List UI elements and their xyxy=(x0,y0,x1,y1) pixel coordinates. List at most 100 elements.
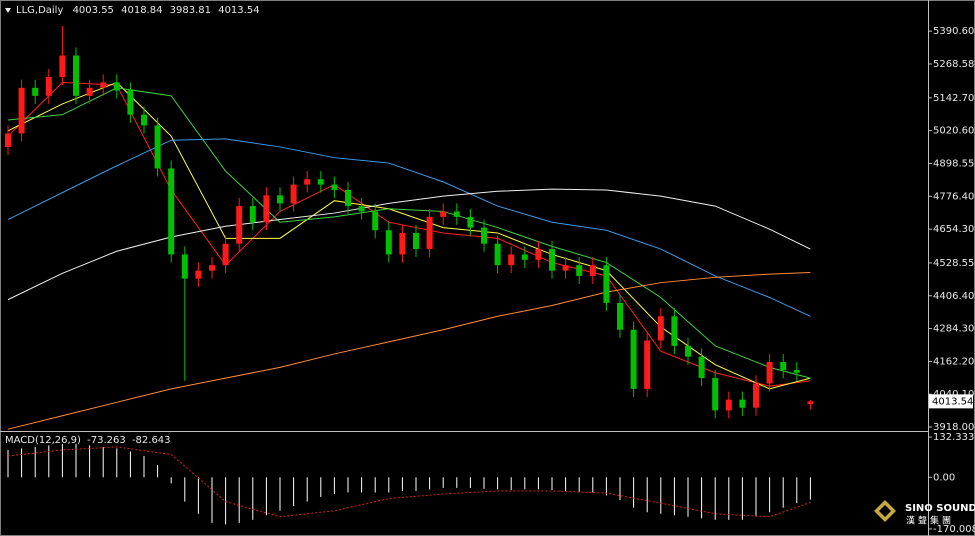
header-close: 4013.54 xyxy=(218,5,259,16)
signal-line xyxy=(7,446,811,518)
candle-body xyxy=(589,265,596,276)
logo-subtitle: 漢聲集團 xyxy=(906,515,954,527)
moving-average xyxy=(7,188,811,301)
collapse-arrow[interactable] xyxy=(5,8,11,13)
candle-body xyxy=(481,227,487,244)
candle-body xyxy=(521,254,528,260)
y-tick-label: 4162.20 xyxy=(933,356,974,367)
candle-body xyxy=(385,230,392,255)
candle-body xyxy=(18,87,25,134)
candle-body xyxy=(113,82,120,91)
moving-average xyxy=(7,138,811,317)
candle-body xyxy=(671,316,678,346)
candle-body xyxy=(263,195,270,223)
candle-body xyxy=(290,184,297,204)
candle-body xyxy=(725,399,732,411)
y-tick-label: 4776.40 xyxy=(933,191,974,202)
symbol: LLG,Daily xyxy=(16,5,63,16)
moving-average xyxy=(7,87,811,379)
y-tick-label: 0.00 xyxy=(933,472,955,483)
candle-body xyxy=(508,254,515,266)
candle-body xyxy=(168,168,175,255)
chart-header: LLG,Daily 4003.55 4018.84 3983.81 4013.5… xyxy=(16,5,260,16)
candle-body xyxy=(440,211,447,217)
candle-body xyxy=(73,55,79,96)
candle-body xyxy=(222,243,229,266)
y-tick-label: 3918.00 xyxy=(933,422,974,433)
candle-body xyxy=(127,90,134,115)
candle-body xyxy=(793,370,800,373)
candle-body xyxy=(358,206,365,212)
logo: SINO SOUND 漢聲集團 xyxy=(874,500,975,527)
candle-body xyxy=(317,179,324,185)
candle-body xyxy=(5,133,11,147)
candle-body xyxy=(753,383,759,408)
candle-body xyxy=(780,361,787,371)
candle-body xyxy=(426,216,433,250)
candle-body xyxy=(657,316,664,341)
candle-body xyxy=(59,55,66,78)
macd-value: -73.263 xyxy=(87,435,126,446)
candle-body xyxy=(154,125,161,169)
candle-body xyxy=(576,265,583,276)
y-tick-label: 4406.40 xyxy=(933,291,974,302)
y-tick-label: 5020.60 xyxy=(933,126,974,137)
y-tick-label: 132.333 xyxy=(933,432,974,443)
header-high: 4018.84 xyxy=(121,5,162,16)
y-tick-label: 4528.55 xyxy=(933,258,974,269)
candle-body xyxy=(399,232,406,255)
candle-body xyxy=(331,184,338,190)
header-open: 4003.55 xyxy=(73,5,114,16)
candle-body xyxy=(100,82,107,88)
logo-emblem-inner xyxy=(879,505,891,517)
candle-body xyxy=(617,302,623,330)
candle-body xyxy=(453,211,460,217)
candle-body xyxy=(372,211,379,231)
candle-body xyxy=(181,254,188,279)
candle-body xyxy=(249,206,256,223)
candle-body xyxy=(630,329,637,389)
candle-body xyxy=(32,87,39,96)
candle-body xyxy=(562,265,569,271)
candle-body xyxy=(712,378,719,411)
candle-body xyxy=(807,401,814,405)
candle-body xyxy=(467,216,474,228)
candle-body xyxy=(698,356,705,379)
candle-body xyxy=(141,114,147,126)
price-label-box xyxy=(929,394,973,409)
macd-name: MACD(12,26,9) xyxy=(5,435,81,446)
candle-body xyxy=(86,87,93,96)
y-tick-label: 4898.55 xyxy=(933,158,974,169)
candle-body xyxy=(413,232,419,250)
signal-value: -82.643 xyxy=(132,435,171,446)
candle-body xyxy=(603,265,610,303)
candle-body xyxy=(739,399,746,408)
y-tick-label: -170.008 xyxy=(933,524,975,535)
candle-body xyxy=(209,265,215,271)
y-tick-label: 5390.60 xyxy=(933,26,974,37)
y-tick-label: 4654.30 xyxy=(933,224,974,235)
header-low: 3983.81 xyxy=(170,5,211,16)
candle-body xyxy=(766,361,773,384)
current-price-label: 4013.54 xyxy=(932,396,973,407)
y-tick-label: 5142.70 xyxy=(933,93,974,104)
candle-body xyxy=(549,249,555,271)
candle-body xyxy=(345,189,351,207)
y-tick-label: 5268.58 xyxy=(933,59,974,70)
candle-body xyxy=(494,243,501,266)
moving-average xyxy=(7,271,811,430)
candle-body xyxy=(644,340,651,389)
candle-body xyxy=(277,195,283,204)
macd-header: MACD(12,26,9) -73.263 -82.643 xyxy=(5,435,171,446)
candle-body xyxy=(304,179,311,185)
candle-body xyxy=(45,77,52,96)
logo-name: SINO SOUND xyxy=(905,503,975,514)
candle-body xyxy=(685,345,691,357)
candle-body xyxy=(535,249,542,260)
candle-body xyxy=(236,206,243,244)
y-tick-label: 4284.30 xyxy=(933,324,974,335)
candle-body xyxy=(195,270,202,279)
